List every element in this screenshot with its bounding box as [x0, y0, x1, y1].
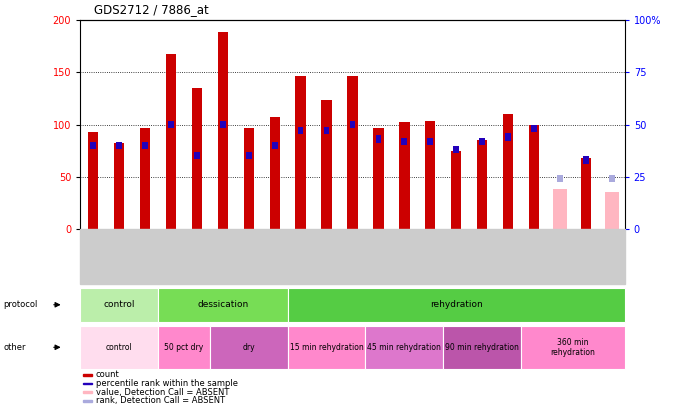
Bar — [324, 127, 329, 134]
Bar — [529, 125, 539, 229]
Bar — [604, 192, 619, 229]
Bar — [553, 189, 567, 229]
Text: rank, Detection Call = ABSENT: rank, Detection Call = ABSENT — [96, 396, 225, 405]
Bar — [142, 142, 148, 149]
Text: percentile rank within the sample: percentile rank within the sample — [96, 379, 237, 388]
Bar — [220, 121, 225, 128]
Bar — [210, 326, 288, 369]
Bar — [581, 158, 591, 229]
Bar — [158, 326, 210, 369]
Text: value, Detection Call = ABSENT: value, Detection Call = ABSENT — [96, 388, 229, 396]
Bar — [90, 142, 96, 149]
Bar — [295, 75, 306, 229]
Text: rehydration: rehydration — [430, 300, 482, 309]
Text: 50 pct dry: 50 pct dry — [164, 343, 204, 352]
Bar — [376, 136, 381, 143]
Bar — [192, 88, 202, 229]
Bar — [194, 152, 200, 160]
Bar — [288, 288, 625, 322]
Bar — [348, 75, 357, 229]
Bar — [609, 175, 615, 182]
Bar — [83, 400, 91, 402]
Bar — [477, 140, 487, 229]
Bar — [505, 133, 511, 141]
Bar — [272, 142, 278, 149]
Bar — [427, 138, 433, 145]
Bar — [453, 146, 459, 153]
Bar — [366, 326, 443, 369]
Bar — [88, 132, 98, 229]
Bar — [521, 326, 625, 369]
Bar — [166, 53, 176, 229]
Text: other: other — [3, 343, 26, 352]
Bar — [321, 100, 332, 229]
Bar — [158, 288, 288, 322]
Bar — [83, 374, 91, 376]
Bar — [401, 138, 407, 145]
Bar — [531, 125, 537, 132]
Text: control: control — [103, 300, 135, 309]
Bar — [140, 128, 150, 229]
Bar — [583, 156, 588, 164]
Bar — [399, 122, 410, 229]
Bar — [218, 32, 228, 229]
Bar — [298, 127, 304, 134]
Text: protocol: protocol — [3, 300, 38, 309]
Text: count: count — [96, 371, 119, 379]
Text: dry: dry — [242, 343, 255, 352]
Bar — [83, 391, 91, 393]
Text: GDS2712 / 7886_at: GDS2712 / 7886_at — [94, 3, 209, 16]
Bar — [451, 151, 461, 229]
Text: 360 min
rehydration: 360 min rehydration — [551, 338, 595, 357]
Bar — [117, 142, 122, 149]
Bar — [80, 288, 158, 322]
Bar — [443, 326, 521, 369]
Bar — [114, 143, 124, 229]
Bar — [168, 121, 174, 128]
Text: 15 min rehydration: 15 min rehydration — [290, 343, 364, 352]
Bar — [425, 122, 436, 229]
Bar — [80, 326, 158, 369]
Bar — [269, 117, 280, 229]
Bar — [557, 175, 563, 182]
Bar — [373, 128, 384, 229]
Bar — [350, 121, 355, 128]
Text: 45 min rehydration: 45 min rehydration — [367, 343, 441, 352]
Text: 90 min rehydration: 90 min rehydration — [445, 343, 519, 352]
Bar — [503, 114, 513, 229]
Bar — [246, 152, 252, 160]
Bar — [288, 326, 366, 369]
Bar — [83, 383, 91, 384]
Bar — [480, 138, 485, 145]
Text: control: control — [106, 343, 133, 352]
Bar — [244, 128, 254, 229]
Text: dessication: dessication — [198, 300, 248, 309]
